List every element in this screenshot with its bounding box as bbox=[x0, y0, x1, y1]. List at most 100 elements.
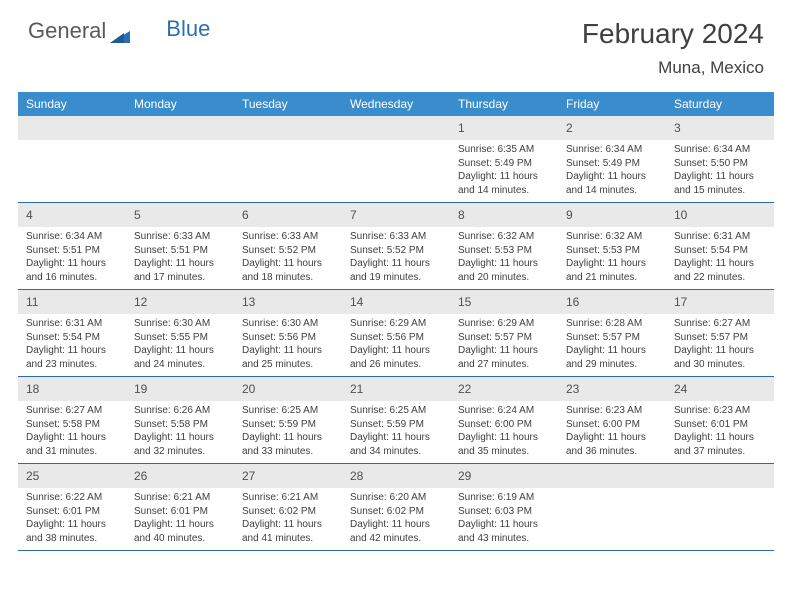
sunset-text: Sunset: 6:03 PM bbox=[458, 505, 552, 519]
daynum-row: 27 bbox=[234, 464, 342, 488]
day-cell: 16Sunrise: 6:28 AMSunset: 5:57 PMDayligh… bbox=[558, 290, 666, 376]
daylight-text: Daylight: 11 hours bbox=[242, 344, 336, 358]
day-number: 2 bbox=[566, 121, 573, 135]
sunset-text: Sunset: 5:57 PM bbox=[458, 331, 552, 345]
location-label: Muna, Mexico bbox=[582, 58, 764, 78]
day-number bbox=[350, 121, 353, 135]
brand-logo: General Blue bbox=[28, 18, 210, 44]
day-number: 5 bbox=[134, 208, 141, 222]
sunset-text: Sunset: 5:53 PM bbox=[566, 244, 660, 258]
sunrise-text: Sunrise: 6:31 AM bbox=[674, 230, 768, 244]
weekday-header: Saturday bbox=[666, 92, 774, 116]
daylight-text: and 23 minutes. bbox=[26, 358, 120, 372]
page-title: February 2024 bbox=[582, 18, 764, 50]
daynum-row bbox=[126, 116, 234, 140]
daylight-text: Daylight: 11 hours bbox=[566, 431, 660, 445]
daynum-row: 21 bbox=[342, 377, 450, 401]
day-data: Sunrise: 6:26 AMSunset: 5:58 PMDaylight:… bbox=[126, 401, 234, 462]
day-cell: 29Sunrise: 6:19 AMSunset: 6:03 PMDayligh… bbox=[450, 464, 558, 550]
day-number: 6 bbox=[242, 208, 249, 222]
day-cell: 3Sunrise: 6:34 AMSunset: 5:50 PMDaylight… bbox=[666, 116, 774, 202]
sunrise-text: Sunrise: 6:19 AM bbox=[458, 491, 552, 505]
weekday-header: Sunday bbox=[18, 92, 126, 116]
daynum-row: 20 bbox=[234, 377, 342, 401]
daylight-text: Daylight: 11 hours bbox=[242, 257, 336, 271]
daylight-text: and 29 minutes. bbox=[566, 358, 660, 372]
day-cell: 25Sunrise: 6:22 AMSunset: 6:01 PMDayligh… bbox=[18, 464, 126, 550]
day-cell bbox=[126, 116, 234, 202]
day-data: Sunrise: 6:29 AMSunset: 5:57 PMDaylight:… bbox=[450, 314, 558, 375]
daylight-text: Daylight: 11 hours bbox=[458, 518, 552, 532]
sunset-text: Sunset: 6:02 PM bbox=[242, 505, 336, 519]
day-data: Sunrise: 6:31 AMSunset: 5:54 PMDaylight:… bbox=[666, 227, 774, 288]
daylight-text: Daylight: 11 hours bbox=[134, 344, 228, 358]
daynum-row: 3 bbox=[666, 116, 774, 140]
sunrise-text: Sunrise: 6:30 AM bbox=[134, 317, 228, 331]
daylight-text: and 31 minutes. bbox=[26, 445, 120, 459]
daylight-text: Daylight: 11 hours bbox=[458, 431, 552, 445]
sunset-text: Sunset: 5:51 PM bbox=[134, 244, 228, 258]
day-cell bbox=[234, 116, 342, 202]
day-number: 22 bbox=[458, 382, 471, 396]
calendar: SundayMondayTuesdayWednesdayThursdayFrid… bbox=[18, 92, 774, 551]
sunset-text: Sunset: 5:51 PM bbox=[26, 244, 120, 258]
daylight-text: and 14 minutes. bbox=[458, 184, 552, 198]
day-cell: 4 Sunrise: 6:34 AMSunset: 5:51 PMDaylight… bbox=[18, 203, 126, 289]
day-number: 24 bbox=[674, 382, 687, 396]
sunrise-text: Sunrise: 6:21 AM bbox=[134, 491, 228, 505]
daylight-text: and 20 minutes. bbox=[458, 271, 552, 285]
sunrise-text: Sunrise: 6:24 AM bbox=[458, 404, 552, 418]
sunset-text: Sunset: 5:52 PM bbox=[242, 244, 336, 258]
sunset-text: Sunset: 6:02 PM bbox=[350, 505, 444, 519]
day-number bbox=[242, 121, 245, 135]
daylight-text: and 22 minutes. bbox=[674, 271, 768, 285]
sunrise-text: Sunrise: 6:34 AM bbox=[674, 143, 768, 157]
daylight-text: Daylight: 11 hours bbox=[26, 344, 120, 358]
sunrise-text: Sunrise: 6:31 AM bbox=[26, 317, 120, 331]
daynum-row: 23 bbox=[558, 377, 666, 401]
weekday-header: Monday bbox=[126, 92, 234, 116]
sunset-text: Sunset: 5:58 PM bbox=[134, 418, 228, 432]
daylight-text: and 21 minutes. bbox=[566, 271, 660, 285]
weeks-container: 1Sunrise: 6:35 AMSunset: 5:49 PMDaylight… bbox=[18, 116, 774, 551]
day-number: 13 bbox=[242, 295, 255, 309]
daynum-row: 14 bbox=[342, 290, 450, 314]
day-cell bbox=[558, 464, 666, 550]
day-number: 7 bbox=[350, 208, 357, 222]
day-cell bbox=[666, 464, 774, 550]
daylight-text: and 14 minutes. bbox=[566, 184, 660, 198]
weekday-header: Friday bbox=[558, 92, 666, 116]
sunrise-text: Sunrise: 6:29 AM bbox=[458, 317, 552, 331]
day-data: Sunrise: 6:34 AMSunset: 5:51 PMDaylight:… bbox=[18, 227, 126, 288]
daynum-row bbox=[666, 464, 774, 488]
daylight-text: Daylight: 11 hours bbox=[26, 518, 120, 532]
daylight-text: Daylight: 11 hours bbox=[242, 518, 336, 532]
daylight-text: and 40 minutes. bbox=[134, 532, 228, 546]
daylight-text: and 15 minutes. bbox=[674, 184, 768, 198]
weekday-header: Tuesday bbox=[234, 92, 342, 116]
daynum-row: 5 bbox=[126, 203, 234, 227]
day-number: 23 bbox=[566, 382, 579, 396]
day-number: 4 bbox=[26, 208, 33, 222]
day-data: Sunrise: 6:22 AMSunset: 6:01 PMDaylight:… bbox=[18, 488, 126, 549]
sunset-text: Sunset: 6:00 PM bbox=[458, 418, 552, 432]
daynum-row: 28 bbox=[342, 464, 450, 488]
weekday-header-row: SundayMondayTuesdayWednesdayThursdayFrid… bbox=[18, 92, 774, 116]
sunrise-text: Sunrise: 6:23 AM bbox=[674, 404, 768, 418]
sunrise-text: Sunrise: 6:26 AM bbox=[134, 404, 228, 418]
daylight-text: Daylight: 11 hours bbox=[458, 344, 552, 358]
sunrise-text: Sunrise: 6:23 AM bbox=[566, 404, 660, 418]
day-cell: 12Sunrise: 6:30 AMSunset: 5:55 PMDayligh… bbox=[126, 290, 234, 376]
daynum-row: 2 bbox=[558, 116, 666, 140]
day-cell: 2Sunrise: 6:34 AMSunset: 5:49 PMDaylight… bbox=[558, 116, 666, 202]
day-data: Sunrise: 6:32 AMSunset: 5:53 PMDaylight:… bbox=[558, 227, 666, 288]
daynum-row: 26 bbox=[126, 464, 234, 488]
daynum-row: 24 bbox=[666, 377, 774, 401]
daylight-text: Daylight: 11 hours bbox=[350, 344, 444, 358]
day-data: Sunrise: 6:35 AMSunset: 5:49 PMDaylight:… bbox=[450, 140, 558, 201]
daylight-text: and 33 minutes. bbox=[242, 445, 336, 459]
daylight-text: and 41 minutes. bbox=[242, 532, 336, 546]
daylight-text: and 19 minutes. bbox=[350, 271, 444, 285]
daylight-text: and 37 minutes. bbox=[674, 445, 768, 459]
daynum-row: 6 bbox=[234, 203, 342, 227]
